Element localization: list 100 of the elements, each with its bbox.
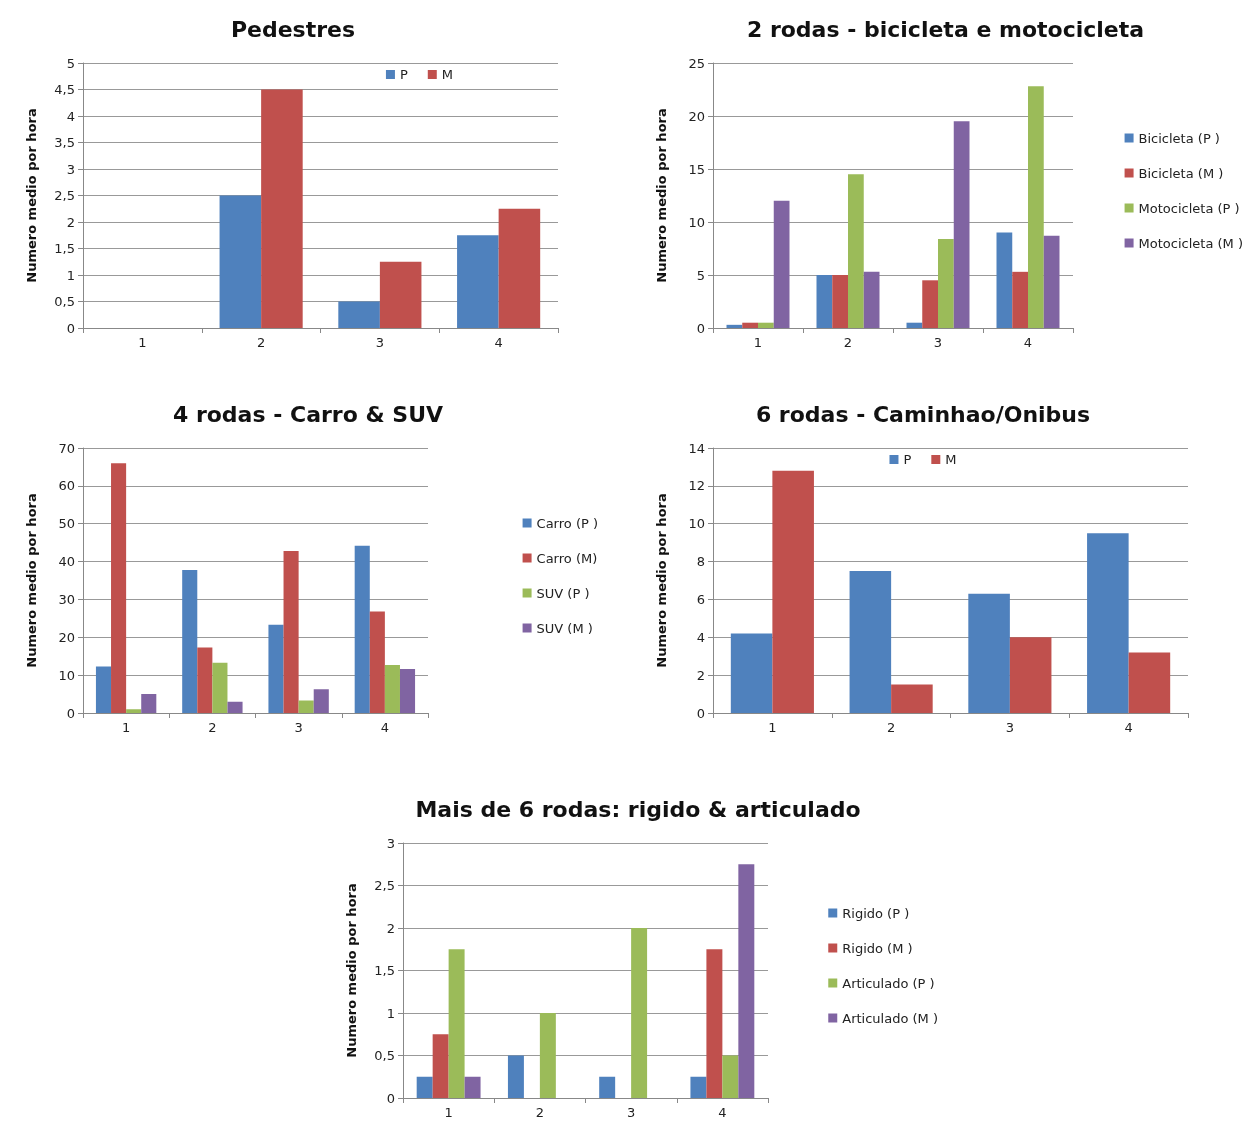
- y-axis-title: Numero medio por hora: [344, 883, 359, 1058]
- bar: [1012, 271, 1028, 328]
- y-tick-label: 10: [58, 667, 75, 683]
- bar: [758, 322, 774, 328]
- x-tick-label: 1: [444, 1105, 453, 1120]
- bar: [416, 1076, 433, 1098]
- y-tick-label: 4,5: [54, 82, 75, 97]
- legend-label: P: [903, 452, 912, 467]
- y-tick-label: 0: [386, 1090, 395, 1106]
- bar: [816, 275, 833, 328]
- bar: [906, 322, 923, 328]
- x-tick-label: 3: [1005, 720, 1015, 735]
- x-tick-label: 3: [933, 335, 943, 350]
- x-tick-label: 4: [718, 1105, 727, 1120]
- y-tick-label: 3: [386, 835, 395, 851]
- bar: [298, 700, 314, 713]
- y-tick-label: 15: [688, 161, 705, 177]
- y-tick-label: 40: [58, 554, 75, 570]
- bar: [599, 1076, 616, 1098]
- bar: [212, 662, 228, 713]
- y-tick-label: 8: [696, 554, 705, 570]
- y-tick-label: 2: [696, 667, 705, 683]
- legend-label: Bicicleta (P ): [1138, 130, 1220, 146]
- legend-label: Rigido (M ): [842, 940, 913, 956]
- chart-title: 4 rodas - Carro & SUV: [172, 401, 444, 427]
- y-tick-label: 5: [696, 267, 705, 283]
- bar: [126, 709, 142, 713]
- bar: [832, 275, 848, 328]
- bar: [464, 1076, 481, 1098]
- bar: [95, 666, 112, 713]
- y-tick-label: 3: [66, 161, 75, 177]
- y-tick-label: 0: [696, 320, 705, 336]
- bar: [354, 545, 370, 713]
- bar: [772, 470, 814, 713]
- y-tick-label: 0,5: [374, 1048, 395, 1063]
- chart-title: 2 rodas - bicicleta e motocicleta: [746, 16, 1145, 42]
- bar: [141, 694, 157, 713]
- y-tick-label: 2: [66, 214, 75, 230]
- y-axis-title: Numero medio por hora: [654, 108, 669, 283]
- x-tick-label: 1: [138, 335, 147, 350]
- y-tick-label: 6: [696, 591, 705, 607]
- legend-label: Articulado (M ): [842, 1010, 939, 1026]
- legend-label: M: [441, 67, 453, 82]
- y-tick-label: 50: [58, 516, 75, 532]
- y-tick-label: 0,5: [54, 294, 75, 309]
- bar: [369, 611, 385, 713]
- y-tick-label: 0: [66, 320, 75, 336]
- bar: [268, 624, 284, 713]
- x-tick-label: 2: [843, 335, 853, 350]
- x-tick-label: 1: [121, 720, 131, 735]
- y-tick-label: 1,5: [54, 241, 75, 256]
- x-tick-label: 4: [1124, 720, 1133, 735]
- bar: [863, 271, 880, 328]
- y-tick-label: 14: [688, 440, 705, 456]
- y-tick-label: 25: [688, 55, 705, 71]
- bar: [384, 664, 400, 713]
- legend-label: Bicicleta (M ): [1138, 165, 1224, 181]
- y-tick-label: 4: [66, 108, 75, 124]
- bar: [261, 89, 303, 328]
- y-tick-label: 20: [58, 629, 75, 645]
- y-tick-label: 60: [58, 478, 75, 494]
- chart-title: Mais de 6 rodas: rigido & articulado: [415, 796, 861, 822]
- y-tick-label: 20: [688, 108, 705, 124]
- bar: [197, 647, 213, 713]
- y-tick-label: 1,5: [374, 963, 395, 978]
- legend-label: SUV (M ): [536, 620, 593, 636]
- bar: [1087, 533, 1129, 713]
- legend-label: Carro (P ): [536, 515, 598, 531]
- bar: [738, 864, 755, 1098]
- y-tick-label: 0: [66, 705, 75, 721]
- bar: [848, 174, 864, 328]
- x-tick-label: 2: [256, 335, 266, 350]
- bar: [219, 195, 262, 328]
- bar: [631, 928, 648, 1098]
- bar: [338, 301, 380, 328]
- y-tick-label: 3,5: [54, 135, 75, 150]
- bar: [1009, 637, 1052, 713]
- chart-title: Pedestres: [230, 16, 356, 42]
- legend-label: P: [399, 67, 408, 82]
- x-tick-label: 2: [886, 720, 896, 735]
- bar: [706, 949, 723, 1098]
- x-tick-label: 3: [294, 720, 303, 735]
- bar: [283, 550, 299, 713]
- bar: [432, 1034, 449, 1098]
- bar: [507, 1055, 524, 1098]
- bar: [313, 689, 329, 713]
- y-tick-label: 4: [696, 629, 705, 645]
- bar: [722, 1055, 739, 1098]
- bar: [1043, 235, 1060, 328]
- bar: [399, 669, 416, 713]
- x-tick-label: 2: [208, 720, 217, 735]
- bar: [690, 1076, 707, 1098]
- bar: [182, 569, 198, 713]
- bar: [953, 121, 970, 328]
- y-axis-title: Numero medio por hora: [24, 108, 39, 283]
- chart-title: 6 rodas - Caminhao/Onibus: [755, 401, 1091, 427]
- y-tick-label: 1: [386, 1005, 395, 1021]
- bar: [379, 261, 422, 328]
- legend-label: Rigido (P ): [842, 905, 910, 921]
- bar: [1128, 652, 1171, 713]
